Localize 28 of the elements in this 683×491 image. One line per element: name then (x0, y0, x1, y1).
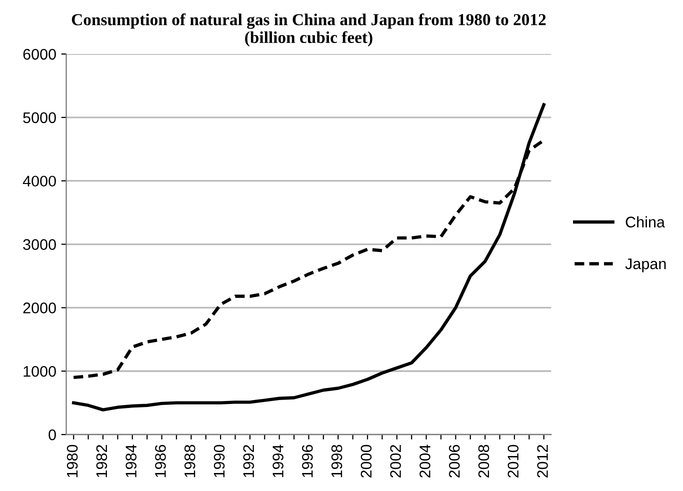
x-tick-label: 1980 (66, 444, 78, 478)
x-tick-label: 1988 (184, 444, 196, 478)
x-tick-label: 1998 (331, 444, 342, 478)
legend-label: Japan (625, 258, 666, 272)
line-series (72, 103, 546, 412)
x-tick-label: 1996 (302, 444, 313, 478)
x-tick-label: 2012 (537, 445, 548, 478)
y-tick-label: 3000 (23, 239, 56, 250)
x-tick-label: 2010 (508, 444, 519, 478)
x-tick-label: 1994 (272, 444, 284, 478)
x-tick-label: 1982 (96, 445, 108, 478)
chart-title: Consumption of natural gas in China and Japan from 1980 to 2012 (billion cubic feet) (72, 13, 546, 46)
x-tick-label: 1984 (126, 444, 136, 478)
x-tick-label: 2000 (360, 444, 372, 478)
y-tick-label: 2000 (23, 302, 56, 314)
x-tick-label: 1986 (155, 444, 166, 478)
x-tick-label: 1990 (214, 444, 225, 478)
y-tick-label: 0 (48, 429, 56, 440)
x-tick-label: 2008 (478, 444, 490, 478)
y-tick-label: 6000 (23, 48, 56, 60)
y-tick-label: 4000 (22, 176, 56, 187)
x-tick-label: 2006 (448, 444, 460, 478)
y-tick-label: 5000 (23, 112, 56, 124)
x-tick-label: 1992 (243, 445, 254, 478)
x-tick-label: 2004 (420, 444, 430, 478)
x-tick-label: 2002 (390, 445, 401, 478)
y-tick-label: 1000 (24, 366, 56, 377)
legend-label: China (626, 216, 665, 228)
